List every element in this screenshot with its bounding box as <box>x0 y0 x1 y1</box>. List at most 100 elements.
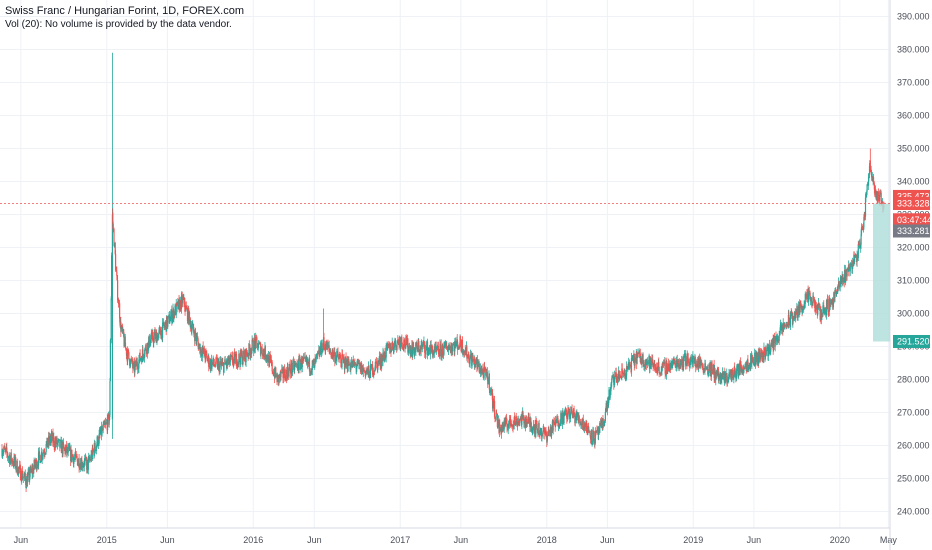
candle-body <box>351 361 353 368</box>
candle-body <box>253 338 256 352</box>
candle-body <box>412 349 414 357</box>
candle-body <box>688 361 690 367</box>
candle-body <box>408 350 410 353</box>
candle-body <box>167 319 169 327</box>
candle-body <box>784 324 786 326</box>
candle-body <box>711 362 713 364</box>
candle-body <box>7 457 10 459</box>
candle-body <box>796 306 798 319</box>
candle-body <box>441 348 443 357</box>
candle-body <box>129 358 131 366</box>
candle-body <box>570 407 572 413</box>
candle-body <box>81 459 83 468</box>
candle-body <box>742 369 744 371</box>
candle-body <box>145 345 147 351</box>
candle-body <box>804 293 806 304</box>
x-tick-label: Jun <box>14 535 29 545</box>
candle-body <box>311 360 313 370</box>
candle-body <box>270 359 272 364</box>
candle-body <box>567 407 570 413</box>
candle-body <box>841 281 843 284</box>
chart-title: Swiss Franc / Hungarian Forint, 1D, FORE… <box>5 5 245 17</box>
candle-body <box>337 351 339 353</box>
candle-body <box>637 353 639 356</box>
candle-body <box>558 425 560 427</box>
candle-body <box>310 371 312 373</box>
candle-body <box>201 350 203 357</box>
candle-body <box>652 364 655 368</box>
candle-body <box>281 368 283 370</box>
candle-body <box>850 263 853 267</box>
candle-body <box>569 412 572 419</box>
candle-body <box>672 360 674 364</box>
candle-body <box>569 411 571 419</box>
candle-body <box>818 302 820 304</box>
candle-body <box>463 350 466 353</box>
candle-body <box>545 429 547 432</box>
candle-body <box>408 346 411 348</box>
candle-body <box>338 357 340 360</box>
candle-body <box>35 459 38 470</box>
candle-body <box>538 423 540 435</box>
y-tick-label: 340.000 <box>897 177 930 187</box>
candle-body <box>654 368 657 371</box>
candle-body <box>45 444 47 452</box>
candle-body <box>93 443 95 456</box>
candle-body <box>417 342 419 352</box>
candle-body <box>809 292 811 301</box>
candle-body <box>421 344 423 348</box>
candle-body <box>481 370 483 374</box>
candle-body <box>616 376 619 383</box>
candle-body <box>612 374 615 381</box>
candle-body <box>317 351 319 354</box>
candle-body <box>712 365 714 374</box>
candle-body <box>172 313 174 319</box>
candle-body <box>62 441 65 445</box>
candle-body <box>160 330 162 339</box>
y-tick-label: 280.000 <box>897 375 930 385</box>
candle-body <box>452 345 454 352</box>
candle-body <box>79 462 81 468</box>
candle-body <box>515 416 517 419</box>
candle-body <box>94 449 97 452</box>
x-tick-label: Jun <box>600 535 615 545</box>
candle-body <box>860 234 862 245</box>
candle-body <box>290 370 292 374</box>
candle-body <box>171 318 173 323</box>
candle-body <box>678 363 680 369</box>
candle-body <box>526 423 528 427</box>
candle-body <box>197 338 199 343</box>
candle-body <box>484 367 486 371</box>
candle-body <box>123 336 126 347</box>
candle-body <box>269 356 271 358</box>
candle-body <box>82 466 84 468</box>
candle-body <box>641 354 643 357</box>
candle-body <box>294 364 297 366</box>
candle-body <box>433 346 435 354</box>
candle-body <box>611 378 613 383</box>
candle-body <box>6 447 8 454</box>
candle-body <box>387 343 389 345</box>
candle-body <box>62 441 64 454</box>
candle-body <box>797 305 800 313</box>
candle-body <box>541 433 543 437</box>
candle-body <box>771 338 773 345</box>
candle-body <box>381 356 383 367</box>
candle-body <box>570 407 572 409</box>
candle-body <box>837 286 839 292</box>
candle-body <box>287 366 289 374</box>
candle-body <box>629 365 631 367</box>
candle-body <box>123 329 125 337</box>
candle-body <box>719 377 722 381</box>
candle-body <box>38 450 40 456</box>
candle-body <box>306 358 309 365</box>
candle-body <box>158 330 160 335</box>
candle-body <box>397 339 399 341</box>
candle-body <box>157 334 159 341</box>
candle-body <box>750 354 752 368</box>
candle-body <box>553 421 555 422</box>
candle-body <box>404 339 406 346</box>
candle-body <box>154 333 156 340</box>
candle-body <box>426 341 429 356</box>
